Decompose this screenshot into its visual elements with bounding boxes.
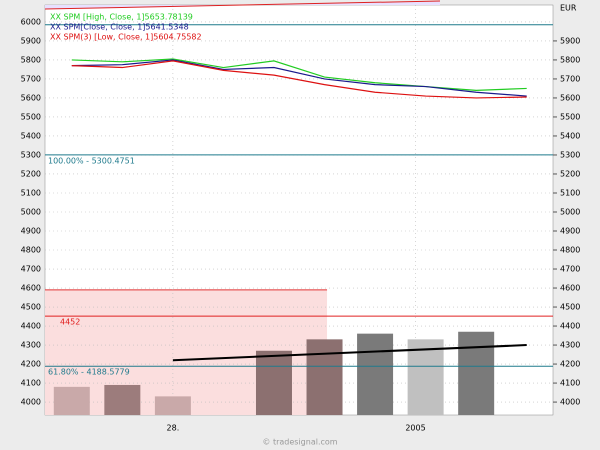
y-tick-label: 5700 <box>21 74 41 83</box>
y-tick-label: 4000 <box>21 398 41 407</box>
legend-entry: XX SPM(3) [Low, Close, 1]5604.75582 <box>50 33 202 42</box>
y-tick-label: 5600 <box>21 93 41 102</box>
y2-tick-label: 4000 <box>560 398 580 407</box>
y2-tick-label: 5700 <box>560 74 580 83</box>
y-tick-label: 5100 <box>21 188 41 197</box>
trend-line <box>172 344 527 362</box>
y-tick-label: 5900 <box>21 36 41 45</box>
bar <box>53 386 90 415</box>
y2-tick-label: 4800 <box>560 246 580 255</box>
legend-entry: XX SPM[Close, Close, 1]5641.5348 <box>50 23 189 32</box>
y2-tick-label: 5800 <box>560 55 580 64</box>
legend-entry: XX SPM [High, Close, 1]5653.78139 <box>50 13 193 22</box>
bar <box>154 396 191 415</box>
y2-tick-label: 5000 <box>560 207 580 216</box>
y2-tick-label: 4900 <box>560 227 580 236</box>
x-tick-label: 2005 <box>405 424 425 433</box>
y2-tick-label: 5200 <box>560 169 580 178</box>
y-tick-label: 4500 <box>21 303 41 312</box>
y-tick-label: 4100 <box>21 379 41 388</box>
y-tick-label: 4300 <box>21 341 41 350</box>
x-tick-label: 28. <box>167 424 180 433</box>
y-tick-label: 5500 <box>21 112 41 121</box>
y-tick-label: 5200 <box>21 169 41 178</box>
y-tick-label: 4600 <box>21 284 41 293</box>
y2-tick-label: 5300 <box>560 150 580 159</box>
y2-tick-label: 4200 <box>560 360 580 369</box>
level-label: 4452 <box>60 318 80 327</box>
bar <box>306 339 343 415</box>
bar <box>104 384 141 415</box>
y-tick-label: 4200 <box>21 360 41 369</box>
y-tick-label: 4400 <box>21 322 41 331</box>
series-line <box>71 59 527 97</box>
bar <box>407 339 444 415</box>
unit-label: EUR <box>560 4 577 13</box>
y2-tick-label: 4500 <box>560 303 580 312</box>
level-label: 100.00% - 5300.4751 <box>48 156 135 165</box>
series-line <box>71 60 527 99</box>
top-band-line <box>44 0 441 10</box>
y-tick-label: 5000 <box>21 207 41 216</box>
y2-tick-label: 4700 <box>560 265 580 274</box>
y2-tick-label: 5900 <box>560 36 580 45</box>
y2-tick-label: 4400 <box>560 322 580 331</box>
y-tick-label: 5800 <box>21 55 41 64</box>
y2-tick-label: 5100 <box>560 188 580 197</box>
y-tick-label: 4700 <box>21 265 41 274</box>
y2-tick-label: 5600 <box>560 93 580 102</box>
y-tick-label: 6000 <box>21 17 41 26</box>
bar <box>255 350 292 415</box>
y2-tick-label: 4600 <box>560 284 580 293</box>
y-tick-label: 5300 <box>21 150 41 159</box>
series-line <box>71 58 527 91</box>
y-tick-label: 4900 <box>21 227 41 236</box>
y2-tick-label: 5500 <box>560 112 580 121</box>
y-tick-label: 5400 <box>21 131 41 140</box>
level-label: 61.80% - 4188.5779 <box>48 368 130 377</box>
y2-tick-label: 5400 <box>560 131 580 140</box>
bar <box>458 331 495 415</box>
y2-tick-label: 4100 <box>560 379 580 388</box>
y2-tick-label: 4300 <box>560 341 580 350</box>
bar <box>357 333 394 415</box>
y-tick-label: 4800 <box>21 246 41 255</box>
watermark: © tradesignal.com <box>262 438 337 447</box>
